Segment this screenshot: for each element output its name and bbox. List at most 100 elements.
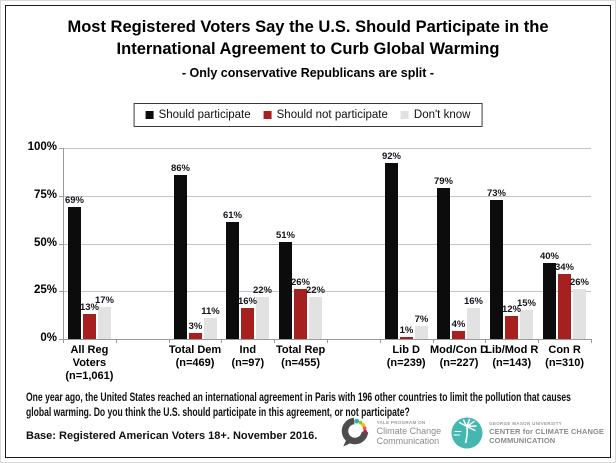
legend-item-1: Should not participate xyxy=(263,109,388,121)
y-axis-tick xyxy=(59,148,63,149)
value-label: 7% xyxy=(414,314,429,325)
y-axis-label: 50% xyxy=(33,237,57,249)
legend-swatch xyxy=(400,111,409,119)
y-axis-label: 75% xyxy=(33,189,57,201)
category-label-line1: (n=310) xyxy=(545,357,585,369)
category-label-line0: Total Dem xyxy=(168,344,222,356)
category-label-line0: Mod/Con D xyxy=(429,344,489,356)
bar xyxy=(573,289,586,339)
legend-swatch xyxy=(263,111,272,119)
bar xyxy=(174,175,187,339)
category-label-line1: (n=143) xyxy=(492,357,532,369)
category-label: Lib/Mod R (n=143) xyxy=(485,344,538,370)
category-label-line1: Voters xyxy=(72,357,107,369)
gridline-100 xyxy=(63,148,591,149)
category-label-line0: Lib/Mod R xyxy=(485,344,539,356)
value-label: 3% xyxy=(188,321,203,332)
y-axis-label: 25% xyxy=(33,284,57,296)
category-label-line1: (n=97) xyxy=(231,357,265,369)
bar xyxy=(226,222,239,339)
gridline-75 xyxy=(63,196,591,197)
value-label: 86% xyxy=(170,163,190,174)
value-label: 40% xyxy=(539,251,559,262)
value-label: 13% xyxy=(79,302,99,313)
value-label: 22% xyxy=(252,285,272,296)
chart-title: Most Registered Voters Say the U.S. Shou… xyxy=(6,17,610,60)
plot-area: 0% 25% 50% 75% 100% 69% 13% 17% All Reg Voters (n=… xyxy=(28,141,592,382)
gmu-palm-icon xyxy=(451,417,483,449)
category-label-line0: Lib D xyxy=(392,344,420,356)
bar xyxy=(98,307,111,339)
bar xyxy=(83,314,96,339)
value-label: 69% xyxy=(64,195,84,206)
legend-item-0: Should participate xyxy=(145,109,251,121)
chart-subtitle: - Only conservative Republicans are spli… xyxy=(181,66,435,80)
chart-frame: Most Registered Voters Say the U.S. Shou… xyxy=(5,5,611,458)
value-label: 26% xyxy=(290,277,310,288)
yale-speech-bubble-icon xyxy=(341,417,368,447)
bar xyxy=(452,331,465,339)
x-axis-tick xyxy=(538,339,539,343)
category-label: Total Rep (n=455) xyxy=(276,344,325,370)
value-label: 61% xyxy=(222,210,242,221)
gridline-0 xyxy=(63,339,591,340)
y-axis-tick xyxy=(59,339,63,340)
base-note: Base: Registered American Voters 18+. No… xyxy=(26,430,318,442)
value-label: 26% xyxy=(569,277,589,288)
category-label-line0: Con R xyxy=(548,344,581,356)
category-label-line1: (n=469) xyxy=(175,357,215,369)
value-label: 73% xyxy=(486,188,506,199)
x-axis-tick xyxy=(380,339,381,343)
legend-swatch xyxy=(145,111,154,119)
bar xyxy=(241,308,254,339)
gmu-logo: GEORGE MASON UNIVERSITY CENTER for CLIMA… xyxy=(450,416,604,450)
bar xyxy=(505,316,518,339)
category-label-line0: All Reg xyxy=(70,344,109,356)
category-label-line2: (n=1,061) xyxy=(65,370,114,382)
x-axis-tick xyxy=(274,339,275,343)
yale-logo: YALE PROGRAM ON Climate Change Communica… xyxy=(339,416,442,450)
category-label: Total Dem (n=469) xyxy=(169,344,221,370)
category-label: Mod/Con D (n=227) xyxy=(430,344,488,370)
category-label: Con R (n=310) xyxy=(545,344,584,370)
category-label-line0: Total Rep xyxy=(275,344,326,356)
gridline-50 xyxy=(63,244,591,245)
gridline-25 xyxy=(63,291,591,292)
y-axis-label: 0% xyxy=(40,332,57,344)
gmu-logo-text: GEORGE MASON UNIVERSITY CENTER for CLIMA… xyxy=(489,421,604,445)
value-label: 34% xyxy=(554,262,574,273)
yale-logo-line1: Climate Change xyxy=(376,425,442,436)
bar xyxy=(400,337,413,339)
chart-title-line1: Most Registered Voters Say the U.S. Shou… xyxy=(67,18,549,36)
value-label: 22% xyxy=(305,285,325,296)
value-label: 15% xyxy=(516,298,536,309)
bar xyxy=(279,242,292,339)
category-label-line1: (n=227) xyxy=(439,357,479,369)
gmu-university-label: GEORGE MASON UNIVERSITY xyxy=(489,421,563,426)
value-label: 79% xyxy=(433,176,453,187)
bar xyxy=(558,274,571,339)
y-axis-line xyxy=(63,148,64,343)
bar xyxy=(68,207,81,339)
x-axis-tick xyxy=(485,339,486,343)
category-label: Lib D (n=239) xyxy=(387,344,426,370)
y-axis-tick xyxy=(59,244,63,245)
survey-question-text: One year ago, the United States reached … xyxy=(26,390,571,419)
value-label: 16% xyxy=(463,296,483,307)
legend-label: Don't know xyxy=(413,109,471,121)
x-axis-tick xyxy=(169,339,170,343)
bar xyxy=(189,333,202,339)
category-label-line1: (n=239) xyxy=(386,357,426,369)
yale-logo-line2: Communication xyxy=(376,436,440,446)
value-label: 16% xyxy=(237,296,257,307)
category-label: Ind (n=97) xyxy=(231,344,264,370)
legend: Should participate Should not participate… xyxy=(133,103,483,127)
chart-title-line2: International Agreement to Curb Global W… xyxy=(116,39,500,58)
x-axis-tick xyxy=(433,339,434,343)
y-axis-tick xyxy=(59,291,63,292)
bar xyxy=(415,326,428,339)
bar xyxy=(385,163,398,339)
value-label: 17% xyxy=(94,295,114,306)
yale-program-label: YALE PROGRAM ON xyxy=(376,419,426,425)
